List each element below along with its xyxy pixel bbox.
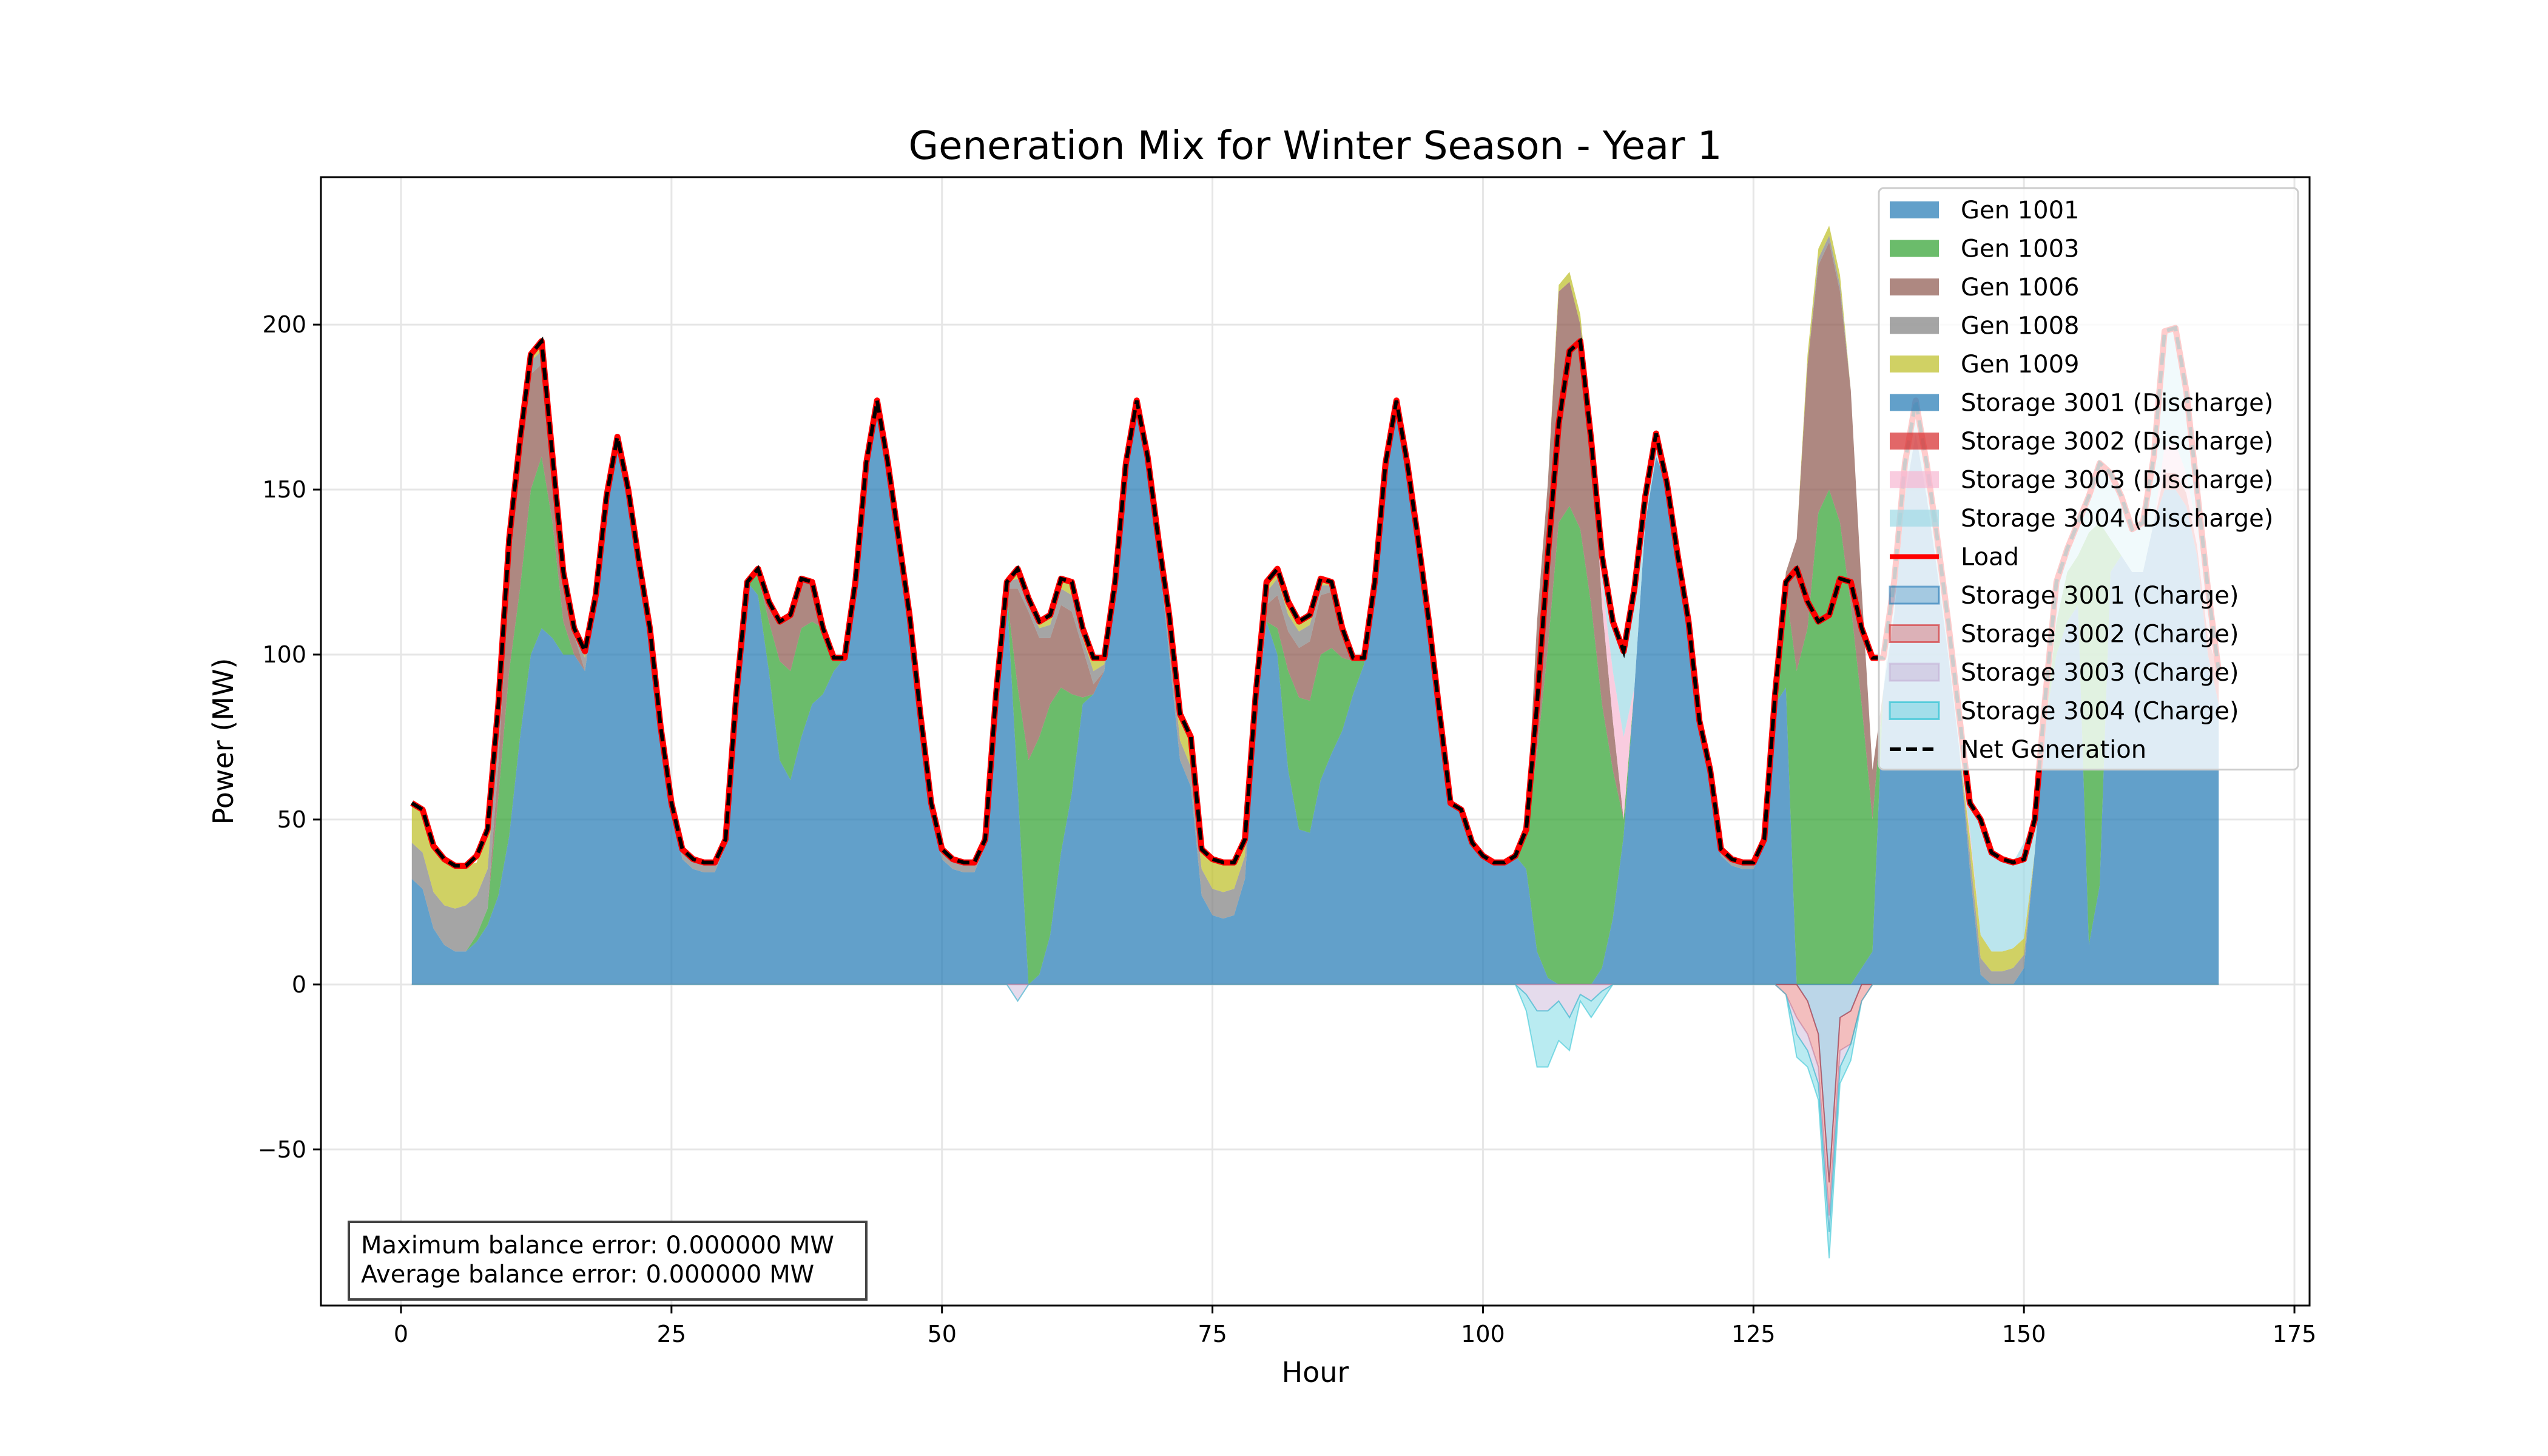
area-gen-1003 (411, 400, 2219, 985)
legend-swatch-storage-3004-discharge (1890, 510, 1939, 527)
legend-swatch-storage-3002-discharge (1890, 433, 1939, 450)
legend: Gen 1001 Gen 1003 Gen 1006 Gen 1008 Gen 1009… (1878, 187, 2299, 770)
legend-label: Gen 1006 (1961, 274, 2079, 302)
y-axis-label: Power (MW) (207, 658, 240, 825)
legend-label: Gen 1001 (1961, 197, 2079, 224)
y-tick-label: −50 (258, 1136, 306, 1163)
legend-label: Gen 1009 (1961, 351, 2079, 379)
plot-frame (320, 176, 2311, 1307)
legend-label: Storage 3004 (Discharge) (1961, 505, 2273, 533)
x-tick-label: 150 (2002, 1321, 2046, 1347)
legend-swatch-storage-3001-discharge (1890, 394, 1939, 411)
axis-ticks: 0 25 50 75 100 125 150 175 −50 0 50 100 150 200 (258, 311, 2317, 1347)
y-tick-label: 150 (262, 476, 306, 503)
legend-label: Storage 3002 (Charge) (1961, 621, 2239, 649)
x-tick-label: 50 (928, 1321, 957, 1347)
area-storage-3004-charge (411, 983, 2219, 1259)
balance-error-frame (348, 1221, 868, 1301)
legend-label: Storage 3001 (Charge) (1961, 582, 2239, 610)
balance-error-box: Maximum balance error: 0.000000 MW Avera… (348, 1221, 868, 1301)
x-tick-label: 125 (1731, 1321, 1776, 1347)
legend-swatch-gen-1008 (1890, 317, 1939, 334)
legend-label: Load (1961, 544, 2019, 571)
legend-swatch-gen-1001 (1890, 201, 1939, 218)
legend-label: Storage 3003 (Discharge) (1961, 467, 2273, 494)
max-balance-error: Maximum balance error: 0.000000 MW (361, 1232, 834, 1259)
legend-swatch-storage-3001-charge (1889, 585, 1940, 605)
legend-swatch-storage-3003-charge (1889, 662, 1940, 682)
y-tick-label: 0 (292, 971, 306, 998)
x-tick-label: 75 (1198, 1321, 1227, 1347)
legend-frame (1878, 187, 2299, 770)
x-tick-label: 25 (657, 1321, 686, 1347)
legend-swatch-gen-1003 (1890, 240, 1939, 257)
y-tick-label: 50 (277, 806, 306, 833)
y-tick-label: 100 (262, 641, 306, 668)
chart-title: Generation Mix for Winter Season - Year … (909, 124, 1722, 169)
legend-swatch-storage-3003-discharge (1890, 471, 1939, 488)
legend-label: Net Generation (1961, 736, 2146, 764)
x-tick-label: 175 (2273, 1321, 2317, 1347)
legend-swatch-storage-3002-charge (1889, 624, 1940, 643)
legend-label: Gen 1003 (1961, 235, 2079, 263)
x-tick-label: 0 (394, 1321, 408, 1347)
area-gen-1008 (411, 235, 2219, 985)
legend-label: Storage 3004 (Charge) (1961, 698, 2239, 726)
legend-label: Storage 3002 (Discharge) (1961, 428, 2273, 456)
avg-balance-error: Average balance error: 0.000000 MW (361, 1261, 814, 1289)
legend-label: Gen 1008 (1961, 312, 2079, 340)
legend-label: Storage 3003 (Charge) (1961, 659, 2239, 687)
y-tick-label: 200 (262, 311, 306, 338)
legend-label: Storage 3001 (Discharge) (1961, 389, 2273, 417)
legend-swatch-storage-3004-charge (1889, 701, 1940, 720)
x-tick-label: 100 (1461, 1321, 1505, 1347)
legend-swatch-gen-1006 (1890, 278, 1939, 295)
legend-swatch-gen-1009 (1890, 356, 1939, 372)
x-axis-label: Hour (1282, 1356, 1349, 1389)
